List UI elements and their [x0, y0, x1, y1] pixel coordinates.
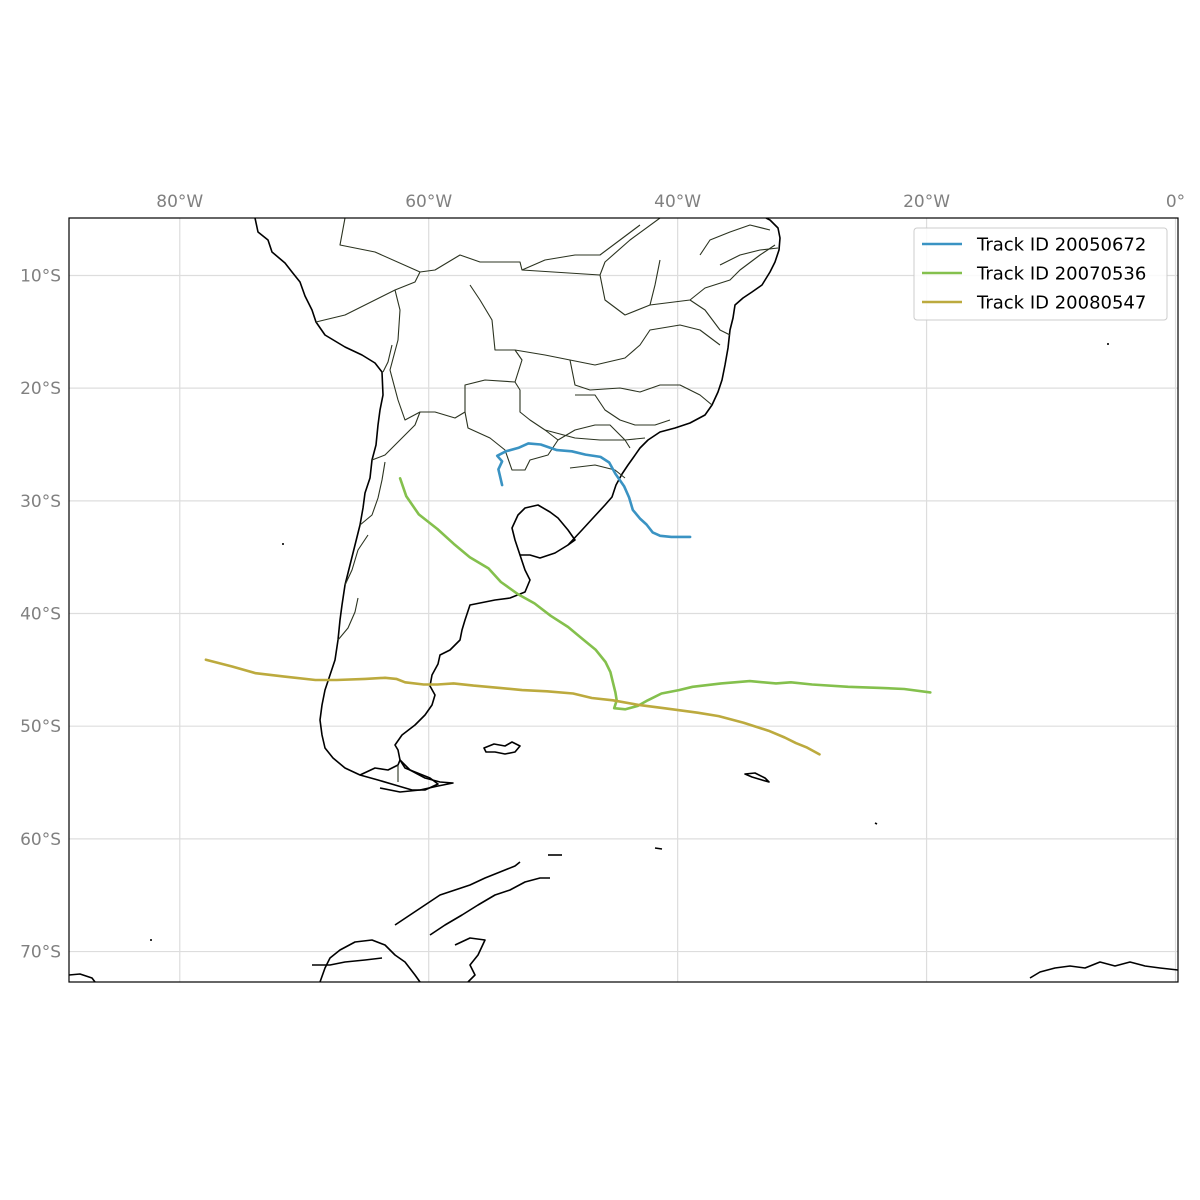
tierra-del-fuego [359, 759, 454, 793]
legend: Track ID 20050672 Track ID 20070536 Track … [913, 227, 1168, 321]
south-america-coastline [254, 218, 781, 791]
brazil-states [521, 224, 641, 271]
legend-label-2: Track ID 20070536 [976, 264, 1146, 285]
track-line-3 [204, 658, 821, 756]
legend-label-1: Track ID 20050672 [976, 235, 1146, 256]
storm-tracks [204, 442, 932, 756]
x-tick-label: 20°W [903, 192, 950, 212]
antarctic-islands [429, 877, 550, 936]
x-tick-label: 80°W [156, 192, 203, 212]
small-island [874, 822, 878, 825]
gridlines [69, 218, 1178, 982]
coastlines [69, 218, 1178, 982]
brazil-states [569, 359, 713, 406]
track-line-2 [398, 477, 932, 711]
x-tick-label: 40°W [654, 192, 701, 212]
y-tick-label: 40°S [20, 605, 61, 625]
border [359, 461, 386, 526]
south-georgia [744, 772, 770, 783]
plot-frame [68, 217, 1179, 983]
border [344, 534, 369, 586]
x-tick-label: 60°W [405, 192, 452, 212]
brazil-states [544, 429, 646, 441]
border [337, 597, 359, 641]
y-tick-label: 60°S [20, 830, 61, 850]
brazil-states [514, 324, 721, 366]
border [315, 271, 421, 323]
border [339, 218, 661, 276]
brazil-states [699, 224, 771, 256]
y-tick-label: 10°S [20, 266, 61, 286]
x-tick-label: 0° [1166, 192, 1185, 212]
brazil-states [599, 259, 661, 316]
antarctic-coast-west [69, 973, 96, 982]
y-tick-label: 50°S [20, 717, 61, 737]
small-island [654, 847, 663, 850]
y-tick-label: 20°S [20, 379, 61, 399]
rio-de-la-plata [511, 504, 576, 556]
brazil-states [575, 394, 671, 426]
map-background [69, 218, 1178, 982]
antarctic-peninsula [319, 939, 421, 982]
antarctic-islands [394, 861, 521, 926]
country-borders [315, 218, 779, 782]
track-line-1 [495, 442, 692, 539]
border [382, 344, 393, 373]
brazil-states [719, 247, 779, 266]
brazil-states [569, 464, 626, 479]
legend-box [913, 227, 1168, 321]
antarctic-islands [312, 957, 383, 966]
x-tick-labels: 80°W 60°W 40°W 20°W 0° [156, 192, 1185, 212]
border [371, 411, 421, 461]
antarctic-islands [454, 937, 486, 982]
legend-label-3: Track ID 20080547 [976, 293, 1146, 314]
falkland-islands [483, 741, 521, 755]
brazil-states [689, 299, 731, 336]
y-tick-label: 70°S [20, 943, 61, 963]
border [464, 381, 559, 471]
y-tick-labels: 10°S 20°S 30°S 40°S 50°S 60°S 70°S [20, 266, 61, 962]
antarctic-coast-east [1029, 961, 1178, 979]
border [557, 424, 631, 449]
y-tick-label: 30°S [20, 492, 61, 512]
